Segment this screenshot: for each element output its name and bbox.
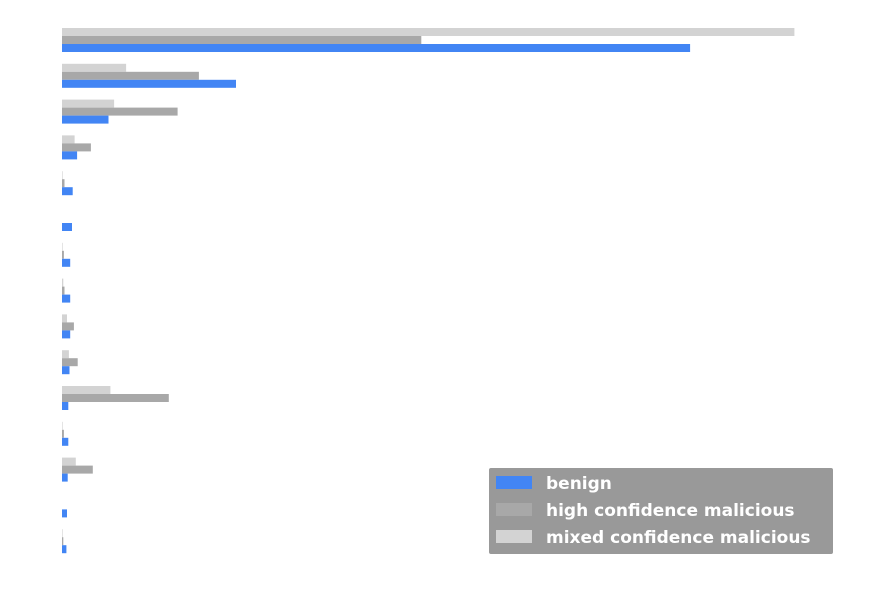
bar-benign-6 — [62, 258, 71, 267]
legend-background — [489, 468, 833, 554]
legend-swatch-benign — [496, 476, 532, 489]
legend-swatch-high-confidence-malicious — [496, 503, 532, 516]
bar-mixed-confidence-malicious-14 — [62, 529, 63, 538]
legend-swatch-mixed-confidence-malicious — [496, 530, 532, 543]
bar-high-confidence-malicious-14 — [62, 537, 64, 546]
bar-benign-2 — [62, 115, 109, 124]
bar-mixed-confidence-malicious-11 — [62, 421, 63, 430]
bar-mixed-confidence-malicious-10 — [62, 386, 111, 394]
bar-benign-10 — [62, 402, 69, 410]
bar-high-confidence-malicious-2 — [62, 107, 178, 116]
bar-high-confidence-malicious-9 — [62, 358, 78, 367]
bar-benign-0 — [62, 44, 691, 52]
bar-mixed-confidence-malicious-8 — [62, 314, 67, 323]
bar-high-confidence-malicious-12 — [62, 465, 93, 474]
bar-benign-12 — [62, 473, 68, 482]
bar-high-confidence-malicious-7 — [62, 286, 65, 295]
legend-label-high-confidence-malicious: high confidence malicious — [546, 501, 795, 521]
bar-benign-14 — [62, 545, 67, 554]
bar-benign-3 — [62, 151, 78, 160]
bar-benign-13 — [62, 509, 67, 518]
bar-high-confidence-malicious-3 — [62, 143, 91, 152]
bar-benign-1 — [62, 79, 236, 88]
bar-benign-9 — [62, 366, 70, 375]
bar-benign-4 — [62, 187, 73, 196]
bar-high-confidence-malicious-8 — [62, 322, 74, 331]
bar-mixed-confidence-malicious-0 — [62, 28, 795, 36]
bar-mixed-confidence-malicious-1 — [62, 63, 127, 72]
bar-benign-11 — [62, 437, 69, 446]
bar-high-confidence-malicious-11 — [62, 429, 64, 438]
bar-mixed-confidence-malicious-6 — [62, 242, 63, 251]
bar-high-confidence-malicious-0 — [62, 36, 422, 44]
legend-label-benign: benign — [546, 474, 612, 494]
bar-high-confidence-malicious-10 — [62, 394, 169, 402]
bar-mixed-confidence-malicious-3 — [62, 135, 75, 144]
bar-high-confidence-malicious-1 — [62, 71, 199, 80]
bar-benign-5 — [62, 223, 72, 231]
bar-benign-7 — [62, 294, 71, 303]
bar-mixed-confidence-malicious-12 — [62, 457, 76, 466]
bars-group — [62, 28, 795, 554]
bar-mixed-confidence-malicious-9 — [62, 350, 69, 359]
bar-high-confidence-malicious-6 — [62, 250, 64, 259]
bar-mixed-confidence-malicious-2 — [62, 99, 115, 108]
bar-mixed-confidence-malicious-4 — [62, 171, 63, 180]
legend: benign high confidence malicious mixed c… — [489, 468, 833, 554]
bar-mixed-confidence-malicious-7 — [62, 278, 64, 287]
bar-benign-8 — [62, 330, 71, 339]
bar-high-confidence-malicious-4 — [62, 179, 65, 188]
legend-label-mixed-confidence-malicious: mixed confidence malicious — [546, 528, 811, 548]
